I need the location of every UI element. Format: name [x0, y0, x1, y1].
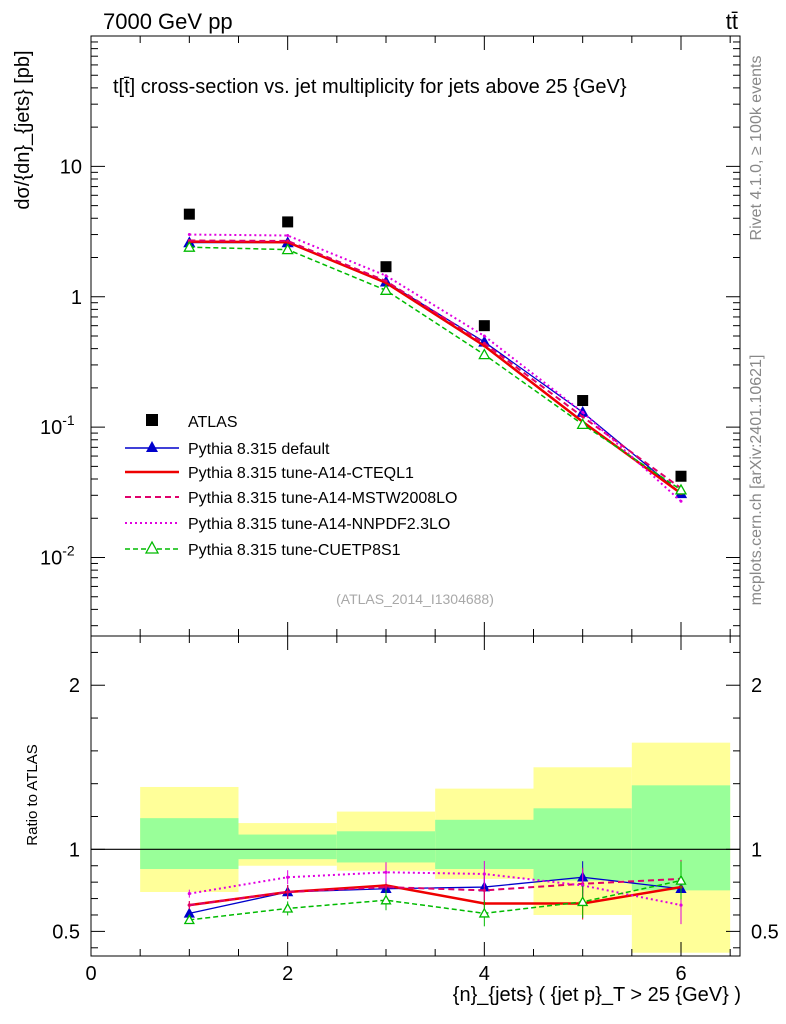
series-marker-pythia-8-315-tune-a14-mstw2008lo [286, 239, 290, 243]
x-tick-label: 2 [282, 963, 293, 985]
x-tick-label: 6 [675, 963, 686, 985]
legend-label-cteql1: Pythia 8.315 tune-A14-CTEQL1 [188, 465, 414, 482]
series-marker-pythia-8-315-tune-a14-mstw2008lo [187, 239, 191, 243]
legend: ATLAS Pythia 8.315 default Pythia 8.315 … [125, 414, 457, 559]
ratio-marker-pythia-8-315-tune-a14-nnpdf2-3lo [581, 883, 585, 888]
legend-label-cuetp8s1: Pythia 8.315 tune-CUETP8S1 [188, 542, 401, 559]
atlas-data-point [183, 208, 195, 220]
rivet-version-label: Rivet 4.1.0, ≥ 100k events [748, 56, 765, 241]
atlas-data-point [478, 320, 490, 332]
ratio-y-tick-label-left: 2 [69, 675, 80, 697]
main-y-tick-label: 1 [71, 287, 82, 309]
series-line-pythia-8-315-tune-a14-nnpdf2-3lo [189, 233, 682, 503]
legend-atlas-marker [146, 414, 158, 426]
atlas-data-point [380, 261, 392, 273]
main-y-tick-label: 10-1 [40, 412, 75, 439]
series-line-pythia-8-315-tune-cuetp8s1 [189, 246, 682, 491]
series-line-pythia-8-315-tune-a14-cteql1 [189, 240, 682, 495]
ratio-marker-pythia-8-315-tune-a14-mstw2008lo [482, 888, 486, 892]
ratio-marker-pythia-8-315-tune-cuetp8s1 [577, 896, 589, 907]
x-axis-label: {n}_{jets} ( {jet p}_T > 25 {GeV} ) [453, 984, 741, 1006]
ratio-y-tick-label-right: 1 [751, 839, 762, 861]
ratio-marker-pythia-8-315-tune-cuetp8s1 [282, 902, 294, 913]
analysis-tag: (ATLAS_2014_I1304688) [336, 591, 494, 607]
ratio-marker-pythia-8-315-tune-cuetp8s1 [380, 894, 392, 905]
ratio-marker-pythia-8-315-tune-a14-nnpdf2-3lo [384, 870, 388, 874]
ratio-marker-pythia-8-315-tune-a14-nnpdf2-3lo [286, 875, 290, 879]
series-marker-pythia-8-315-tune-cuetp8s1 [478, 348, 491, 360]
main-y-tick-label: 10-2 [40, 543, 75, 570]
series-marker-pythia-8-315-tune-a14-cteql1 [482, 344, 486, 348]
mcplots-label: mcplots.cern.ch [arXiv:2401.10621] [748, 355, 765, 606]
ratio-marker-pythia-8-315-tune-cuetp8s1 [183, 914, 195, 925]
legend-label-default: Pythia 8.315 default [188, 441, 330, 458]
ratio-marker-pythia-8-315-tune-cuetp8s1 [675, 874, 687, 885]
ratio-marker-pythia-8-315-tune-a14-mstw2008lo [286, 890, 290, 894]
ratio-line-pythia-8-315-tune-a14-mstw2008lo [189, 877, 682, 907]
ratio-y-tick-label-right: 2 [751, 675, 762, 697]
series-marker-pythia-8-315-tune-cuetp8s1 [281, 243, 294, 255]
process-label: tt̄ [726, 9, 738, 34]
legend-label-mstw: Pythia 8.315 tune-A14-MSTW2008LO [188, 490, 457, 507]
series-marker-pythia-8-315-tune-cuetp8s1 [183, 240, 196, 252]
atlas-data-point [577, 395, 589, 407]
series-marker-pythia-8-315-tune-a14-mstw2008lo [581, 415, 585, 419]
series-marker-pythia-8-315-tune-a14-nnpdf2-3lo [679, 499, 683, 503]
ratio-inner-band [435, 819, 534, 870]
ratio-y-tick-label-left: 1 [69, 839, 80, 861]
series-marker-pythia-8-315-tune-cuetp8s1 [379, 283, 393, 295]
ratio-inner-band [336, 831, 436, 863]
legend-default-marker [146, 441, 158, 452]
series-marker-pythia-8-315-tune-cuetp8s1 [674, 483, 688, 495]
ratio-line-pythia-8-315-tune-cuetp8s1 [189, 879, 682, 921]
series-marker-pythia-8-315-tune-a14-nnpdf2-3lo [286, 233, 290, 237]
series-marker-pythia-8-315-tune-a14-nnpdf2-3lo [581, 410, 585, 414]
ratio-panel: Ratio to ATLAS 0.5 0.5 1 1 2 2 0 2 4 6 {n}_{jets}… [24, 635, 779, 1006]
ratio-frame [90, 635, 741, 957]
ratio-marker-pythia-8-315-tune-cuetp8s1 [478, 907, 490, 918]
ratio-y-tick-label-left: 0.5 [52, 921, 80, 943]
ratio-marker-pythia-8-315-tune-a14-mstw2008lo [384, 885, 388, 889]
series-marker-pythia-8-315-tune-a14-nnpdf2-3lo [482, 334, 486, 338]
ratio-line-pythia-8-315-default [189, 876, 682, 914]
main-y-tick-label: 10 [60, 156, 82, 178]
ratio-marker-pythia-8-315-tune-a14-nnpdf2-3lo [187, 892, 191, 896]
legend-label-atlas: ATLAS [188, 414, 238, 431]
energy-label: 7000 GeV pp [103, 9, 233, 34]
atlas-data-point [675, 470, 687, 482]
ratio-y-label: Ratio to ATLAS [24, 744, 41, 845]
atlas-data-point [282, 216, 294, 228]
main-y-label: dσ/{dn}_{jets} [pb] [12, 50, 34, 209]
series-marker-pythia-8-315-tune-a14-nnpdf2-3lo [384, 274, 388, 278]
ratio-inner-band [238, 834, 337, 860]
ratio-y-tick-label-right: 0.5 [751, 921, 779, 943]
series-marker-pythia-8-315-tune-a14-nnpdf2-3lo [187, 233, 191, 237]
ratio-marker-pythia-8-315-tune-a14-nnpdf2-3lo [482, 872, 486, 876]
legend-cuetp8s1-marker [144, 540, 160, 554]
series-marker-pythia-8-315-tune-a14-mstw2008lo [384, 279, 388, 283]
ratio-marker-pythia-8-315-tune-a14-nnpdf2-3lo [679, 903, 683, 907]
series-marker-pythia-8-315-tune-cuetp8s1 [576, 418, 589, 430]
ratio-inner-band [140, 818, 239, 870]
series-marker-pythia-8-315-tune-a14-mstw2008lo [482, 341, 486, 345]
legend-label-nnpdf: Pythia 8.315 tune-A14-NNPDF2.3LO [188, 516, 450, 533]
series-line-pythia-8-315-tune-a14-mstw2008lo [189, 239, 682, 490]
ratio-marker-pythia-8-315-tune-a14-mstw2008lo [187, 903, 191, 907]
main-panel: dσ/{dn}_{jets} [pb] t[t̄] cross-section … [12, 35, 741, 637]
x-tick-label: 4 [479, 963, 490, 985]
x-tick-label: 0 [85, 963, 96, 985]
main-title: t[t̄] cross-section vs. jet multiplicity… [113, 76, 627, 98]
